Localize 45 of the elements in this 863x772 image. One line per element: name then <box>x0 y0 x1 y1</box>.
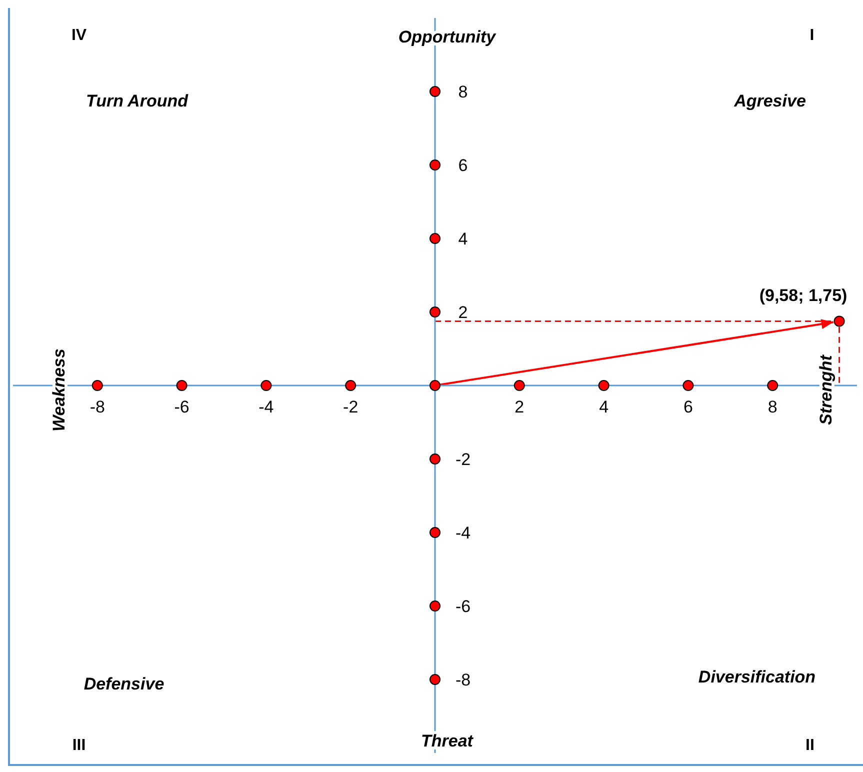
annotation: Agresive <box>733 91 806 110</box>
point <box>430 527 440 538</box>
annotation: Diversification <box>698 667 816 686</box>
annotation: IV <box>71 27 87 44</box>
annotation: Turn Around <box>86 91 189 110</box>
annotation: III <box>72 737 86 754</box>
y-tick-label: -6 <box>455 597 471 616</box>
point <box>598 380 610 391</box>
y-tick-label: 2 <box>458 303 468 322</box>
y-tick-label: -2 <box>455 450 471 469</box>
annotation: I <box>810 27 814 44</box>
annotation: Defensive <box>84 674 164 694</box>
point <box>92 380 103 391</box>
point <box>430 380 440 391</box>
y-tick-label: 6 <box>458 156 468 175</box>
point <box>260 380 272 391</box>
y-tick-label: -4 <box>455 524 471 542</box>
y-tick-label: -8 <box>455 670 471 690</box>
x-tick-label: -2 <box>343 398 358 416</box>
x-tick-label: 4 <box>599 398 609 416</box>
point <box>430 454 440 464</box>
x-tick-label: -6 <box>174 398 190 416</box>
annotation: (9,58; 1,75) <box>759 286 848 306</box>
point <box>834 316 845 327</box>
y-tick-label: 8 <box>458 82 468 102</box>
point <box>430 674 440 685</box>
annotation: II <box>806 737 814 754</box>
x-tick-label: 2 <box>514 398 524 416</box>
annotation: Weakness <box>49 348 68 432</box>
point <box>430 600 440 612</box>
x-tick-label: -4 <box>258 398 274 416</box>
point <box>430 86 440 97</box>
point <box>430 306 440 318</box>
point <box>767 380 778 391</box>
x-tick-label: 8 <box>768 398 778 416</box>
point <box>514 380 525 391</box>
x-tick-label: -8 <box>90 398 105 416</box>
point <box>430 160 440 170</box>
annotation: Strenght <box>816 354 836 425</box>
point <box>176 380 188 391</box>
x-tick-label: 6 <box>683 398 693 416</box>
point <box>430 233 440 244</box>
y-tick-label: 4 <box>458 230 468 248</box>
point <box>682 380 694 391</box>
point <box>345 380 356 391</box>
